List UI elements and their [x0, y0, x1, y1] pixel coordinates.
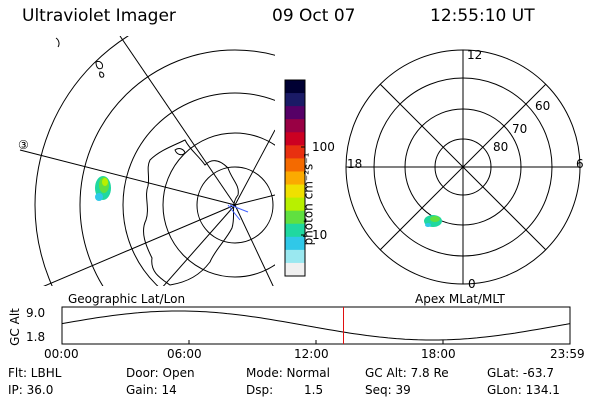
mode-info: Mode: Normal [246, 366, 330, 380]
colorbar-swatch [285, 158, 305, 173]
apex-panel-label: Apex MLat/MLT [415, 292, 505, 306]
colorbar-swatch [285, 249, 305, 264]
date-label: 09 Oct 07 [272, 6, 356, 26]
altitude-xtick-label: 12:00 [294, 347, 329, 361]
geo-lat-circle [79, 49, 275, 286]
geo-lon-line [43, 204, 236, 286]
colorbar-frame [284, 79, 306, 277]
altitude-xtick-label: 18:00 [421, 347, 456, 361]
filter-info: Flt: LBHL [8, 366, 62, 380]
terminator-tick [229, 204, 249, 213]
altitude-curve [61, 310, 571, 341]
gc-alt-info: GC Alt: 7.8 Re [365, 366, 449, 380]
glat-info: GLat: -63.7 [487, 366, 554, 380]
geo-lon-line [234, 129, 275, 206]
colorbar [285, 80, 305, 277]
altitude-xtick-label: 06:00 [167, 347, 202, 361]
geo-lat-circle [162, 132, 275, 278]
geo-panel-label: Geographic Lat/Lon [68, 292, 186, 306]
altitude-ytick-bottom: 1.8 [26, 330, 46, 344]
coastline [143, 139, 239, 286]
coastline [95, 61, 105, 78]
seq-info: Seq: 39 [365, 383, 411, 397]
geographic-map [19, 36, 275, 286]
colorbar-swatch [285, 197, 305, 212]
instrument-title: Ultraviolet Imager [22, 6, 176, 26]
dsp-label: Dsp: [246, 383, 274, 397]
altitude-plot [61, 306, 571, 345]
geo-lon-line [234, 194, 275, 206]
geo-lon-line [162, 204, 236, 286]
apex-mlt-18: 18 [347, 157, 363, 171]
terminator-tick [227, 204, 241, 221]
colorbar-swatch [285, 171, 305, 186]
colorbar-swatch [285, 106, 305, 120]
gain-info: Gain: 14 [126, 383, 177, 397]
colorbar-tick-label-10: 10 [312, 228, 328, 242]
colorbar-tick-label-100: 100 [312, 140, 335, 154]
geo-lon-line [119, 36, 236, 206]
geo-lat-circle [34, 36, 130, 286]
apex-mlt-6: 6 [576, 157, 584, 171]
aurora-patch-apex [424, 215, 442, 227]
door-info: Door: Open [126, 366, 195, 380]
aurora-patch-geo [95, 176, 111, 201]
altitude-axis-label: GC Alt [7, 308, 22, 346]
geo-lon-line [234, 204, 274, 286]
colorbar-swatch [285, 262, 305, 277]
colorbar-swatch [285, 119, 305, 133]
colorbar-swatch [285, 145, 305, 159]
time-label: 12:55:10 UT [430, 6, 535, 26]
apex-lat-80: 80 [493, 140, 509, 154]
dsp-value: 1.5 [304, 383, 324, 397]
apex-lat-70: 70 [512, 122, 528, 136]
colorbar-swatch [285, 223, 305, 238]
altitude-xtick-label: 00:00 [44, 347, 79, 361]
geo-marker: ③ [18, 138, 29, 152]
geo-lat-circle [122, 92, 275, 286]
apex-mlt-0: 0 [468, 277, 476, 291]
colorbar-swatch [285, 184, 305, 199]
ip-info: IP: 36.0 [8, 383, 54, 397]
apex-mlt-12: 12 [467, 48, 483, 62]
colorbar-swatch [285, 80, 305, 94]
apex-lat-60: 60 [535, 99, 551, 113]
glon-info: GLon: 134.1 [487, 383, 560, 397]
colorbar-swatch [285, 132, 305, 146]
apex-polar-grid [345, 49, 581, 285]
geo-lon-line [19, 149, 236, 206]
apex-mlt-line [379, 83, 547, 251]
colorbar-swatch [285, 210, 305, 225]
coastline [174, 148, 186, 156]
coastline [55, 37, 60, 48]
altitude-ytick-top: 9.0 [26, 306, 46, 320]
altitude-xtick-label: 23:59 [550, 347, 585, 361]
colorbar-swatch [285, 236, 305, 251]
geo-lat-circle [196, 166, 274, 244]
colorbar-swatch [285, 93, 305, 107]
